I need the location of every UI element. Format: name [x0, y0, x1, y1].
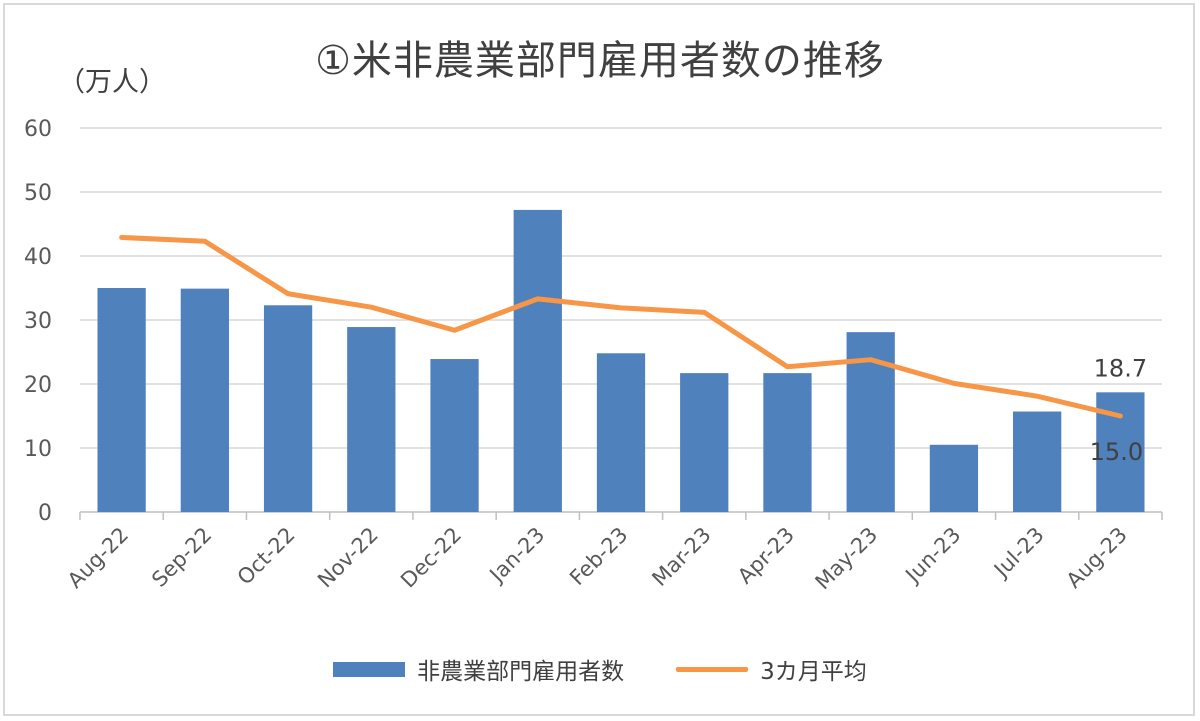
y-tick-label: 20 — [24, 373, 52, 398]
y-tick-label: 0 — [38, 501, 52, 526]
y-tick-label: 30 — [24, 309, 52, 334]
legend-label-line: 3カ月平均 — [760, 659, 867, 685]
y-axis-unit-label: （万人） — [58, 67, 166, 98]
line-series — [119, 234, 1123, 419]
x-tick-label: Aug-23 — [1062, 523, 1132, 593]
x-tick-label: Jan-23 — [484, 523, 550, 589]
y-tick-label: 60 — [24, 117, 52, 142]
bar — [347, 327, 396, 512]
y-tick-label: 40 — [24, 245, 52, 270]
x-tick-label: Oct-22 — [233, 523, 300, 590]
x-tick-labels: Aug-22 Sep-22 Oct-22 Nov-22 Dec-22 Jan-23 Feb-… — [63, 523, 1132, 595]
legend-item-line: 3カ月平均 — [676, 652, 867, 686]
bar — [680, 373, 729, 512]
x-tick-label: Dec-22 — [396, 523, 466, 593]
chart-title: ①米非農業部門雇用者数の推移 — [315, 38, 885, 84]
x-tick-label: Apr-23 — [733, 523, 799, 589]
bar — [430, 359, 479, 512]
data-label: 15.0 — [1090, 438, 1143, 466]
legend-swatch-line — [676, 666, 749, 672]
bar — [263, 305, 313, 512]
x-tick-label: Jul-23 — [988, 523, 1049, 584]
bar — [1013, 411, 1062, 512]
x-tick-label: Nov-22 — [313, 523, 383, 593]
legend-swatch-bar — [333, 661, 406, 677]
y-tick-label: 10 — [24, 437, 52, 462]
bar — [513, 209, 562, 513]
bar — [763, 373, 812, 512]
bar — [97, 288, 146, 512]
x-tick-label: May-23 — [811, 523, 883, 595]
data-labels: 18.7 15.0 — [1090, 354, 1147, 466]
x-tick-label: Mar-23 — [647, 523, 715, 591]
bar — [180, 288, 229, 512]
y-tick-label: 50 — [24, 181, 52, 206]
y-tick-labels: 0 10 20 30 40 50 60 — [24, 117, 52, 526]
legend-label-bars: 非農業部門雇用者数 — [417, 659, 625, 685]
bar-series — [97, 209, 1145, 513]
x-tick-label: Feb-23 — [565, 523, 633, 591]
data-label: 18.7 — [1094, 354, 1147, 382]
legend: 非農業部門雇用者数 3カ月平均 — [0, 652, 1200, 686]
x-tick-label: Aug-22 — [63, 523, 133, 593]
legend-item-bars: 非農業部門雇用者数 — [333, 652, 624, 686]
bar — [596, 353, 646, 512]
x-tick-label: Jun-23 — [900, 523, 966, 589]
x-tick-label: Sep-22 — [147, 523, 216, 592]
bar — [929, 444, 979, 512]
